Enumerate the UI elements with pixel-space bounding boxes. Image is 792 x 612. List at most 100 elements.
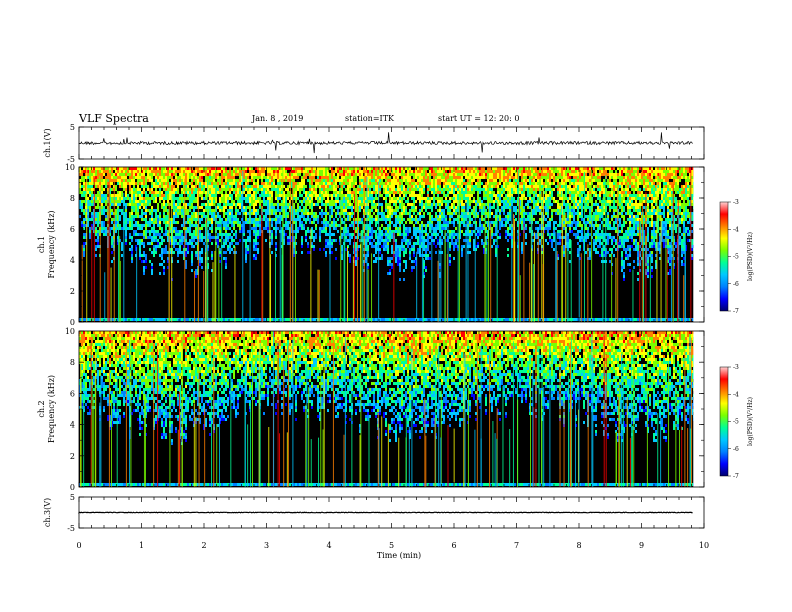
spectrogram-cell <box>453 182 455 185</box>
spectrogram-cell <box>125 224 127 227</box>
spectrogram-cell <box>379 188 381 191</box>
spectrogram-cell <box>117 167 119 170</box>
spectrogram-cell <box>191 200 193 203</box>
spectrogram-cell <box>87 221 89 224</box>
spectrogram-cell <box>415 318 417 321</box>
spectrogram-cell <box>375 221 377 224</box>
spectrogram-cell <box>385 167 387 170</box>
spectrogram-cell <box>297 167 299 170</box>
spectrogram-cell <box>339 206 341 209</box>
spectrogram-cell <box>351 173 353 176</box>
spectrogram-cell <box>493 215 495 218</box>
spectrogram-cell <box>419 194 421 197</box>
spectrogram-cell <box>245 260 247 263</box>
spectrogram-cell <box>471 212 473 215</box>
spectrogram-cell <box>423 239 425 242</box>
spectrogram-cell <box>193 185 195 188</box>
spectrogram-cell <box>335 257 337 260</box>
spectrogram-cell <box>315 170 317 173</box>
spectrogram-cell <box>365 239 367 242</box>
spectrogram-cell <box>345 209 347 212</box>
spectrogram-cell <box>117 209 119 212</box>
spectrogram-cell <box>435 251 437 254</box>
spectrogram-cell <box>421 182 423 185</box>
spectrogram-cell <box>169 194 171 197</box>
spectrogram-cell <box>89 182 91 185</box>
spectrogram-cell <box>153 236 155 239</box>
spectrogram-cell <box>97 200 99 203</box>
spectrogram-cell <box>431 218 433 221</box>
spectrogram-cell <box>403 251 405 254</box>
spectrogram-cell <box>243 230 245 233</box>
spectrogram-cell <box>281 191 283 194</box>
spectrogram-cell <box>169 218 171 221</box>
spectrogram-cell <box>263 200 265 203</box>
spectrogram-cell <box>431 179 433 182</box>
spectrogram-cell <box>245 194 247 197</box>
spectrogram-cell <box>349 254 351 257</box>
spectrogram-cell <box>371 230 373 233</box>
spectrogram-cell <box>101 197 103 200</box>
spectrogram-cell <box>283 230 285 233</box>
spectrogram-cell <box>413 203 415 206</box>
spectrogram-cell <box>353 188 355 191</box>
spectrogram-cell <box>405 179 407 182</box>
spectrogram-cell <box>343 206 345 209</box>
spectrogram-cell <box>185 263 187 266</box>
spectrogram-cell <box>303 218 305 221</box>
spectrogram-cell <box>505 167 507 170</box>
spectrogram-cell <box>399 218 401 221</box>
spectrogram-cell <box>479 188 481 191</box>
spectrogram-cell <box>175 188 177 191</box>
spectrogram-cell <box>307 245 309 248</box>
spectrogram-cell <box>299 318 301 321</box>
spectrogram-cell <box>291 194 293 197</box>
spectrogram-cell <box>487 242 489 245</box>
spectrogram-cell <box>235 236 237 239</box>
spectrogram-cell <box>87 212 89 215</box>
spectrogram-cell <box>449 215 451 218</box>
spectrogram-cell <box>157 230 159 233</box>
spectrogram-cell <box>125 221 127 224</box>
spectrogram-cell <box>297 218 299 221</box>
spectrogram-cell <box>291 215 293 218</box>
spectrogram-cell <box>305 206 307 209</box>
spectrogram-cell <box>183 206 185 209</box>
spectrogram-cell <box>201 224 203 227</box>
spectrogram-cell <box>393 194 395 197</box>
spectrogram-cell <box>133 230 135 233</box>
spectrogram-cell <box>399 206 401 209</box>
spectrogram-cell <box>323 318 325 321</box>
spectrogram-cell <box>411 179 413 182</box>
spectrogram-cell <box>489 212 491 215</box>
spectrogram-cell <box>439 185 441 188</box>
spectrogram-cell <box>141 239 143 242</box>
spectrogram-cell <box>323 182 325 185</box>
spectrogram-cell <box>439 176 441 179</box>
spectrogram-cell <box>225 251 227 254</box>
spectrogram-cell <box>307 194 309 197</box>
spectrogram-cell <box>391 221 393 224</box>
spectrogram-cell <box>217 191 219 194</box>
spectrogram-cell <box>175 191 177 194</box>
spectrogram-cell <box>309 194 311 197</box>
spectrogram-cell <box>217 242 219 245</box>
spectrogram-cell <box>499 318 501 321</box>
spectrogram-cell <box>477 215 479 218</box>
spectrogram-cell <box>437 218 439 221</box>
spectrogram-cell <box>251 167 253 170</box>
spectrogram-cell <box>285 188 287 191</box>
spectrogram-cell <box>125 188 127 191</box>
spectrogram-cell <box>391 209 393 212</box>
spectrogram-cell <box>167 251 169 254</box>
spectrogram-cell <box>237 167 239 170</box>
spectrogram-cell <box>157 218 159 221</box>
spectrogram-cell <box>243 191 245 194</box>
spectrogram-cell <box>189 203 191 206</box>
spectrogram-cell <box>209 173 211 176</box>
spectrogram-cell <box>151 176 153 179</box>
spectrogram-cell <box>237 218 239 221</box>
spectrogram-cell <box>499 233 501 236</box>
spectrogram-cell <box>333 224 335 227</box>
spectrogram-cell <box>181 242 183 245</box>
